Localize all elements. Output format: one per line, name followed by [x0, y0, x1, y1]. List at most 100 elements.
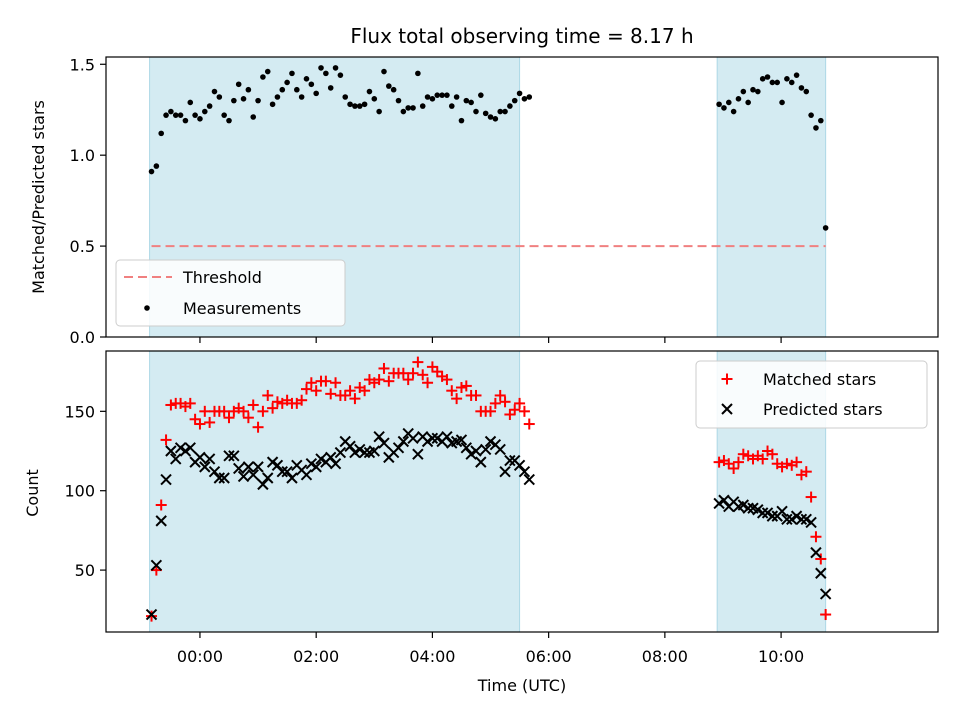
x-tick-label: 04:00	[409, 647, 455, 666]
measurement-point	[779, 99, 785, 106]
predicted-star-point	[232, 462, 245, 475]
predicted-star-point	[300, 469, 313, 481]
legend-matched-swatch	[721, 373, 733, 385]
matched-star-point	[271, 396, 283, 408]
matched-star-point	[441, 374, 453, 386]
bottom-legend: Matched stars Predicted stars	[695, 360, 928, 429]
measurement-point	[158, 130, 165, 137]
measurement-point	[245, 86, 252, 93]
bottom-y-tick-label: 50	[75, 561, 95, 580]
predicted-star-point	[455, 434, 468, 446]
predicted-star-point	[247, 469, 259, 481]
measurement-point	[386, 83, 392, 89]
predicted-star-point	[499, 465, 511, 478]
measurement-point	[163, 112, 169, 118]
measurement-point	[818, 117, 824, 124]
matched-star-point	[757, 453, 769, 465]
top-y-tick-label: 0.0	[70, 328, 95, 347]
predicted-stars-points	[145, 427, 832, 621]
measurement-point	[148, 168, 155, 175]
predicted-star-point	[397, 435, 410, 448]
matched-star-point	[489, 397, 501, 409]
measurement-point	[444, 92, 450, 98]
measurement-point	[400, 108, 407, 115]
predicted-star-point	[810, 546, 822, 559]
predicted-star-point	[460, 442, 473, 454]
measurement-point	[347, 101, 353, 108]
top-y-tick-label: 0.5	[70, 237, 95, 256]
predicted-star-point	[766, 510, 779, 522]
measurement-point	[759, 76, 766, 82]
measurement-point	[294, 86, 300, 93]
matched-star-point	[523, 418, 535, 430]
measurement-point	[216, 94, 223, 100]
predicted-star-point	[407, 432, 419, 445]
matched-star-point	[451, 393, 463, 405]
matched-star-point	[184, 397, 196, 409]
measurement-point	[439, 92, 445, 98]
matched-star-point	[344, 385, 356, 397]
matched-star-point	[805, 491, 817, 503]
measurement-point	[434, 92, 441, 98]
bottom-legend-box	[695, 360, 928, 429]
matched-star-point	[766, 448, 778, 460]
measurement-point	[153, 163, 160, 169]
matched-star-point	[155, 499, 167, 511]
measurement-point	[356, 103, 363, 109]
measurement-point	[526, 94, 533, 100]
x-tick-label: 02:00	[293, 647, 339, 666]
matched-stars-points	[146, 356, 832, 622]
predicted-star-point	[242, 461, 255, 473]
matched-star-point	[723, 458, 735, 470]
measurement-point	[264, 68, 271, 75]
bottom-axes-frame	[105, 350, 939, 633]
predicted-star-point	[523, 473, 535, 486]
top-y-axis-label: Matched/Predicted stars	[29, 100, 48, 294]
measurement-point	[453, 94, 460, 100]
measurement-point	[197, 116, 203, 122]
predicted-star-point	[776, 505, 788, 518]
measurement-point	[478, 92, 484, 98]
matched-star-point	[165, 399, 177, 411]
measurement-point	[395, 97, 402, 104]
predicted-star-point	[378, 437, 390, 449]
predicted-star-point	[218, 472, 230, 484]
matched-star-point	[791, 456, 803, 468]
matched-star-point	[417, 369, 429, 381]
predicted-star-point	[310, 461, 322, 473]
matched-star-point	[499, 396, 511, 408]
predicted-star-point	[237, 470, 250, 483]
predicted-star-point	[718, 494, 730, 506]
matched-star-point	[339, 389, 351, 401]
measurement-point	[750, 86, 756, 93]
measurement-point	[458, 117, 465, 124]
measurement-point	[337, 72, 344, 78]
matched-star-point	[218, 405, 230, 417]
observing-window-band	[716, 56, 827, 338]
measurement-point	[284, 79, 290, 86]
bottom-y-tick-label: 100	[64, 482, 95, 501]
matched-star-point	[713, 456, 725, 468]
predicted-star-point	[184, 442, 196, 454]
predicted-star-point	[805, 516, 817, 529]
measurement-point	[473, 108, 479, 115]
measurement-point	[240, 96, 247, 102]
measurement-point	[361, 101, 368, 108]
measurement-point	[332, 65, 339, 71]
predicted-star-point	[281, 465, 293, 478]
matched-star-point	[383, 375, 395, 387]
predicted-star-point	[426, 432, 439, 445]
legend-matched-label: Matched stars	[763, 370, 876, 389]
measurement-point	[740, 88, 747, 95]
x-tick-label: 00:00	[177, 647, 223, 666]
matched-star-point	[494, 389, 506, 401]
measurement-point	[231, 97, 237, 104]
predicted-star-point	[334, 446, 347, 459]
matched-star-point	[359, 385, 371, 397]
measurement-point	[177, 112, 184, 118]
measurement-point	[808, 112, 814, 118]
predicted-star-point	[518, 465, 531, 478]
measurement-point	[255, 97, 261, 104]
measurement-point	[274, 94, 281, 100]
measurement-point	[482, 110, 489, 117]
